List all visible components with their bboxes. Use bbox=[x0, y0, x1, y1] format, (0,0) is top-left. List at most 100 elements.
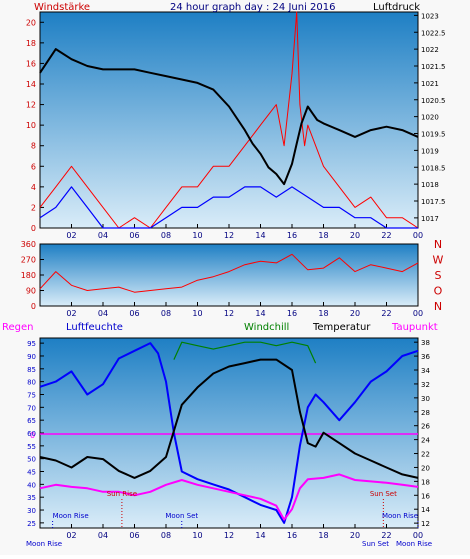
luftfeuchte-label: Luftfeuchte bbox=[66, 322, 123, 333]
humidity-tick-label: 45 bbox=[27, 469, 36, 477]
humidity-tick-label: 90 bbox=[27, 353, 36, 361]
temperature-x-tick-label: 22 bbox=[381, 531, 391, 540]
direction-x-tick-label: 08 bbox=[161, 309, 171, 318]
wind-tick-label: 16 bbox=[26, 59, 36, 68]
temperature-x-tick-label: 20 bbox=[350, 531, 360, 540]
direction-tick-label: 270 bbox=[21, 256, 36, 265]
temperature-humidity-panel bbox=[39, 337, 419, 529]
windboeen-line bbox=[39, 186, 418, 229]
humidity-tick-label: 70 bbox=[27, 404, 36, 412]
event-label: Moon Set bbox=[165, 512, 198, 520]
direction-x-tick-label: 22 bbox=[381, 309, 391, 318]
humidity-tick-label: 40 bbox=[27, 481, 36, 489]
wind-x-tick-label: 00 bbox=[413, 231, 423, 240]
regen-value: 0 bbox=[30, 431, 35, 440]
temperature-tick-label: 30 bbox=[421, 395, 430, 403]
wind-x-tick-label: 14 bbox=[255, 231, 265, 240]
direction-tick-label: 180 bbox=[21, 271, 36, 280]
humidity-tick-label: 25 bbox=[27, 520, 36, 528]
humidity-tick-label: 85 bbox=[27, 366, 36, 374]
direction-tick-label: 360 bbox=[21, 240, 36, 249]
pressure-tick-label: 1018 bbox=[421, 181, 439, 189]
temperature-tick-label: 14 bbox=[421, 506, 430, 514]
compass-label: N bbox=[434, 300, 442, 313]
regen-label: Regen bbox=[2, 322, 34, 333]
pressure-tick-label: 1018.5 bbox=[421, 164, 446, 172]
direction-x-tick-label: 10 bbox=[192, 309, 202, 318]
pressure-tick-label: 1017 bbox=[421, 215, 439, 223]
direction-x-tick-label: 06 bbox=[129, 309, 139, 318]
direction-x-tick-label: 02 bbox=[66, 309, 76, 318]
temperature-x-tick-label: 08 bbox=[161, 531, 171, 540]
temperature-x-tick-label: 02 bbox=[66, 531, 76, 540]
wind-x-tick-label: 18 bbox=[318, 231, 328, 240]
event-label: Moon Rise bbox=[382, 512, 418, 520]
windrichtung-line bbox=[39, 253, 419, 293]
temperature-tick-label: 12 bbox=[421, 520, 430, 528]
taupunkt-label: Taupunkt bbox=[391, 322, 438, 333]
event-label: Sun Set bbox=[370, 490, 397, 498]
compass-label: N bbox=[434, 238, 442, 251]
temperature-tick-label: 16 bbox=[421, 492, 430, 500]
temperature-tick-label: 34 bbox=[421, 367, 430, 375]
direction-x-tick-label: 04 bbox=[98, 309, 108, 318]
direction-x-tick-label: 14 bbox=[255, 309, 265, 318]
wind-x-tick-label: 06 bbox=[129, 231, 139, 240]
event-label: Moon Rise bbox=[53, 512, 89, 520]
pressure-tick-label: 1022.5 bbox=[421, 29, 446, 37]
pressure-tick-label: 1020 bbox=[421, 114, 439, 122]
temperature-tick-label: 26 bbox=[421, 423, 430, 431]
temperature-x-tick-label: 04 bbox=[98, 531, 108, 540]
wind-tick-label: 12 bbox=[26, 101, 36, 110]
pressure-tick-label: 1021.5 bbox=[421, 63, 446, 71]
chart-marks: 0246810121416182010171017.510181018.5101… bbox=[21, 11, 446, 540]
wind-direction-panel bbox=[39, 243, 419, 307]
taupunkt-line bbox=[39, 473, 419, 521]
wind-x-tick-label: 04 bbox=[98, 231, 108, 240]
direction-x-tick-label: 18 bbox=[318, 309, 328, 318]
windstaerke-title: Windstärke bbox=[34, 2, 90, 13]
direction-tick-label: 0 bbox=[31, 302, 36, 311]
wind-pressure-panel bbox=[39, 11, 419, 229]
direction-x-tick-label: 00 bbox=[413, 309, 423, 318]
direction-x-tick-label: 12 bbox=[224, 309, 234, 318]
compass-label: S bbox=[435, 269, 442, 282]
wind-x-tick-label: 22 bbox=[381, 231, 391, 240]
wind-tick-label: 14 bbox=[26, 80, 36, 89]
luftdruck-line bbox=[39, 48, 419, 186]
graph-title: 24 hour graph day : 24 Juni 2016 bbox=[170, 2, 336, 13]
temperature-x-tick-label: 00 bbox=[413, 531, 423, 540]
pressure-tick-label: 1019.5 bbox=[421, 131, 446, 139]
bottom-sun-set-label: Sun Set bbox=[362, 540, 389, 548]
pressure-tick-label: 1022 bbox=[421, 46, 439, 54]
temperatur-line bbox=[39, 358, 419, 479]
wind-tick-label: 0 bbox=[31, 224, 36, 233]
humidity-tick-label: 55 bbox=[27, 443, 36, 451]
temperature-x-tick-label: 12 bbox=[224, 531, 234, 540]
temperature-tick-label: 20 bbox=[421, 464, 430, 472]
temperature-tick-label: 22 bbox=[421, 451, 430, 459]
wind-x-tick-label: 12 bbox=[224, 231, 234, 240]
wind-tick-label: 2 bbox=[31, 203, 36, 212]
compass-label: O bbox=[434, 285, 443, 298]
humidity-tick-label: 60 bbox=[27, 430, 36, 438]
bottom-moon-rise-label-2: Moon Rise bbox=[396, 540, 432, 548]
windchill-label: Windchill bbox=[244, 322, 289, 333]
wind-tick-label: 6 bbox=[31, 162, 36, 171]
humidity-tick-label: 30 bbox=[27, 507, 36, 515]
wind-x-tick-label: 08 bbox=[161, 231, 171, 240]
humidity-tick-label: 50 bbox=[27, 456, 36, 464]
wind-tick-label: 18 bbox=[26, 39, 36, 48]
event-label: Sun Rise bbox=[107, 490, 137, 498]
humidity-tick-label: 95 bbox=[27, 340, 36, 348]
wind-x-tick-label: 16 bbox=[287, 231, 297, 240]
pressure-tick-label: 1017.5 bbox=[421, 198, 446, 206]
humidity-tick-label: 75 bbox=[27, 391, 36, 399]
temperature-x-tick-label: 18 bbox=[318, 531, 328, 540]
pressure-tick-label: 1020.5 bbox=[421, 97, 446, 105]
windstaerke-line bbox=[39, 11, 419, 229]
wind-tick-label: 4 bbox=[31, 183, 36, 192]
temperature-x-tick-label: 06 bbox=[129, 531, 139, 540]
